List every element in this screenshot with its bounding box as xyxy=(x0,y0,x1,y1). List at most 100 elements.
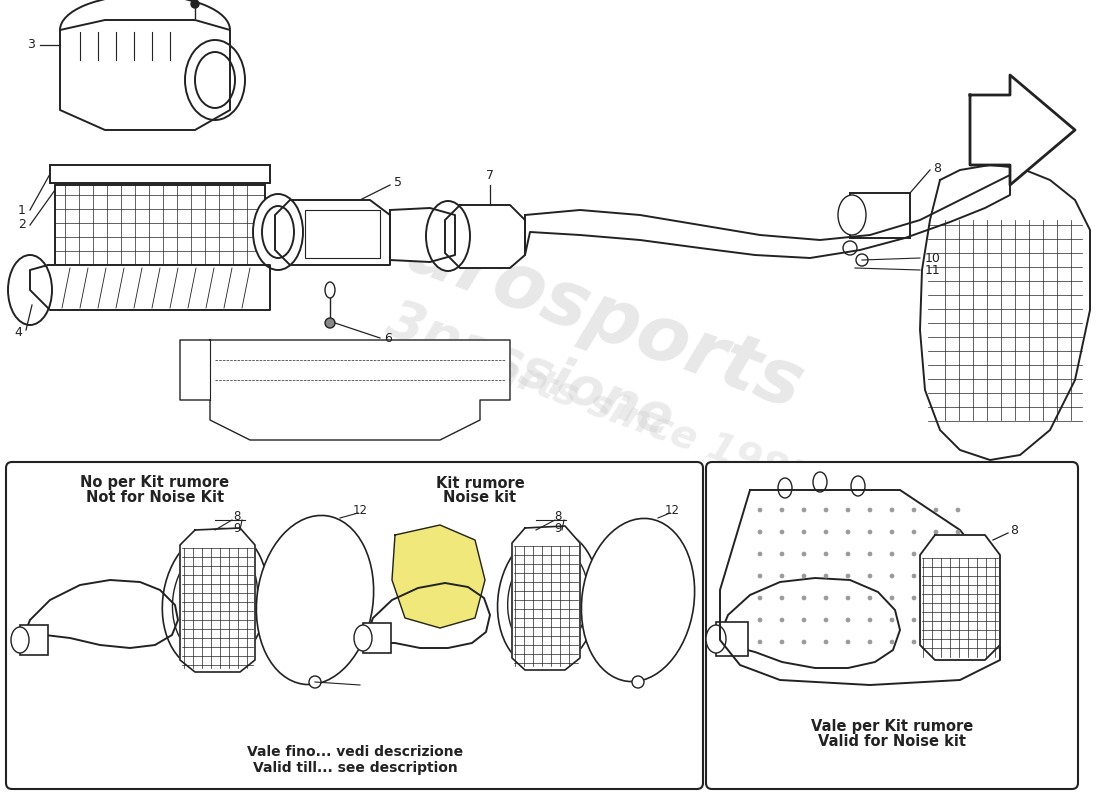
Ellipse shape xyxy=(173,542,257,658)
Text: 12: 12 xyxy=(664,503,680,517)
Ellipse shape xyxy=(824,640,828,644)
Ellipse shape xyxy=(934,552,938,556)
Text: 2: 2 xyxy=(18,218,26,231)
Ellipse shape xyxy=(912,508,916,512)
Polygon shape xyxy=(390,208,455,262)
Ellipse shape xyxy=(846,596,850,600)
Ellipse shape xyxy=(824,618,828,622)
Ellipse shape xyxy=(256,515,374,685)
Text: 3: 3 xyxy=(28,38,35,51)
Ellipse shape xyxy=(846,508,850,512)
Ellipse shape xyxy=(934,618,938,622)
Ellipse shape xyxy=(912,552,916,556)
Ellipse shape xyxy=(838,195,866,235)
Ellipse shape xyxy=(890,596,894,600)
Ellipse shape xyxy=(780,552,784,556)
Bar xyxy=(850,193,910,238)
Ellipse shape xyxy=(163,529,267,671)
Ellipse shape xyxy=(813,472,827,492)
Ellipse shape xyxy=(780,574,784,578)
Ellipse shape xyxy=(912,618,916,622)
Polygon shape xyxy=(970,75,1075,185)
Ellipse shape xyxy=(868,508,872,512)
Text: Kit rumore: Kit rumore xyxy=(436,475,525,490)
Ellipse shape xyxy=(778,478,792,498)
Ellipse shape xyxy=(780,640,784,644)
Ellipse shape xyxy=(824,508,828,512)
Ellipse shape xyxy=(824,596,828,600)
Ellipse shape xyxy=(956,508,960,512)
Ellipse shape xyxy=(802,574,806,578)
Ellipse shape xyxy=(868,640,872,644)
FancyBboxPatch shape xyxy=(6,462,703,789)
Text: Noise kit: Noise kit xyxy=(443,490,517,506)
Ellipse shape xyxy=(426,201,470,271)
Polygon shape xyxy=(22,580,178,648)
Ellipse shape xyxy=(956,640,960,644)
Ellipse shape xyxy=(868,618,872,622)
Ellipse shape xyxy=(582,518,694,682)
Bar xyxy=(50,165,270,183)
Text: 9: 9 xyxy=(233,522,241,534)
Ellipse shape xyxy=(824,552,828,556)
Ellipse shape xyxy=(856,254,868,266)
Ellipse shape xyxy=(934,530,938,534)
Ellipse shape xyxy=(890,640,894,644)
Ellipse shape xyxy=(802,640,806,644)
FancyBboxPatch shape xyxy=(706,462,1078,789)
Ellipse shape xyxy=(758,618,762,622)
Text: 8: 8 xyxy=(233,510,241,523)
Ellipse shape xyxy=(802,596,806,600)
Polygon shape xyxy=(920,535,1000,660)
Text: 6: 6 xyxy=(384,331,392,345)
Text: Vale fino... vedi descrizione: Vale fino... vedi descrizione xyxy=(246,745,463,759)
Bar xyxy=(20,625,48,655)
Ellipse shape xyxy=(912,574,916,578)
Ellipse shape xyxy=(324,282,336,298)
Ellipse shape xyxy=(802,508,806,512)
Ellipse shape xyxy=(191,0,199,8)
Ellipse shape xyxy=(843,241,857,255)
Ellipse shape xyxy=(956,596,960,600)
Text: eurosports: eurosports xyxy=(348,195,813,425)
Ellipse shape xyxy=(253,194,302,270)
Ellipse shape xyxy=(890,508,894,512)
Ellipse shape xyxy=(824,530,828,534)
Ellipse shape xyxy=(956,552,960,556)
Ellipse shape xyxy=(846,530,850,534)
Text: Vale per Kit rumore: Vale per Kit rumore xyxy=(811,718,974,734)
Ellipse shape xyxy=(758,640,762,644)
Text: 4: 4 xyxy=(14,326,22,339)
Ellipse shape xyxy=(195,52,235,108)
Bar xyxy=(55,185,265,265)
Ellipse shape xyxy=(824,574,828,578)
Ellipse shape xyxy=(846,640,850,644)
Text: No per Kit rumore: No per Kit rumore xyxy=(80,475,230,490)
Ellipse shape xyxy=(912,596,916,600)
Ellipse shape xyxy=(497,530,598,670)
Ellipse shape xyxy=(780,508,784,512)
Polygon shape xyxy=(446,205,525,268)
Ellipse shape xyxy=(868,596,872,600)
Text: parts since 1985: parts since 1985 xyxy=(463,340,817,500)
Ellipse shape xyxy=(758,530,762,534)
Polygon shape xyxy=(392,525,485,628)
Polygon shape xyxy=(720,490,1000,685)
Text: 11: 11 xyxy=(925,263,940,277)
Text: 12: 12 xyxy=(352,503,367,517)
Ellipse shape xyxy=(868,552,872,556)
Ellipse shape xyxy=(846,552,850,556)
Bar xyxy=(716,622,748,656)
Polygon shape xyxy=(512,526,580,670)
Polygon shape xyxy=(30,265,270,310)
Ellipse shape xyxy=(956,574,960,578)
Ellipse shape xyxy=(758,596,762,600)
Ellipse shape xyxy=(890,574,894,578)
Bar xyxy=(305,210,380,258)
Ellipse shape xyxy=(912,640,916,644)
Polygon shape xyxy=(365,583,490,648)
Ellipse shape xyxy=(632,676,644,688)
Bar xyxy=(363,623,390,653)
Ellipse shape xyxy=(890,530,894,534)
Ellipse shape xyxy=(780,596,784,600)
